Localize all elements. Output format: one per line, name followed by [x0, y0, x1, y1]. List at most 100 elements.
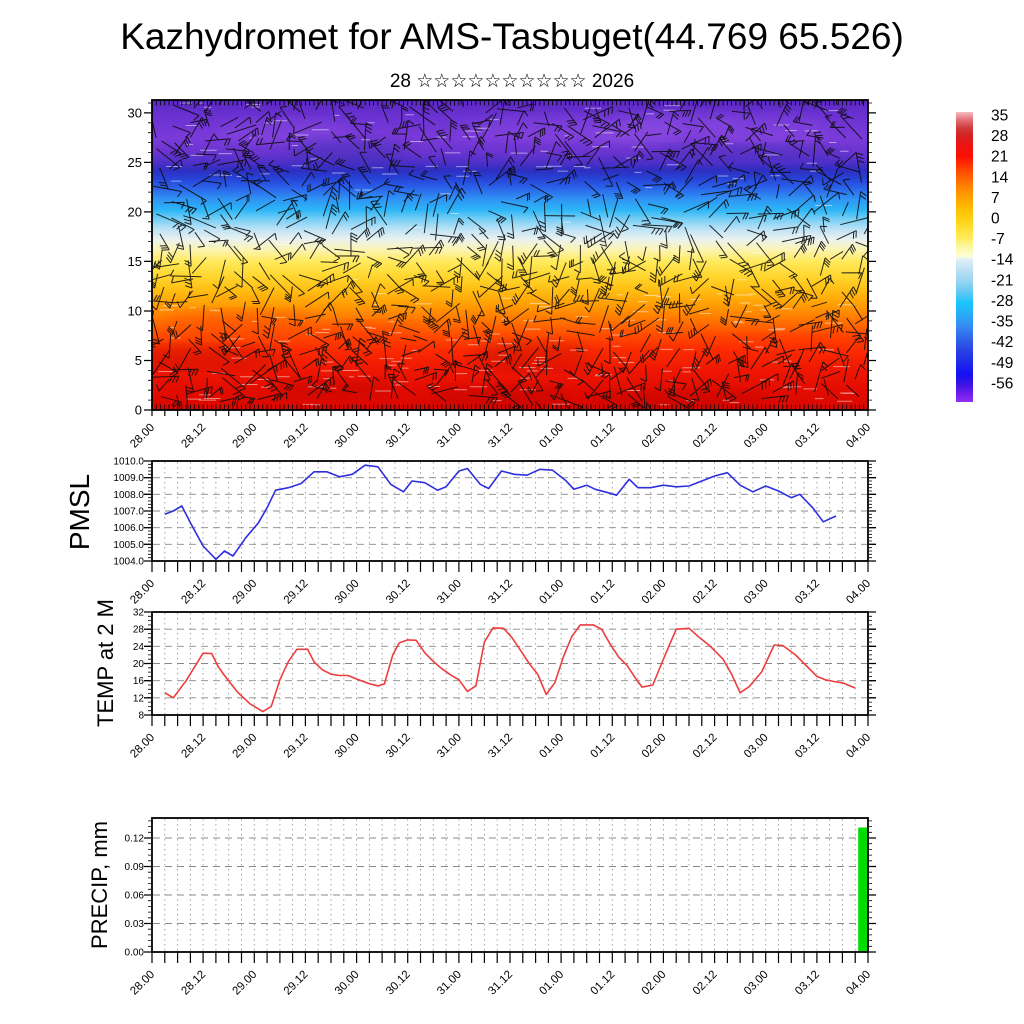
y-tick-label: 12: [133, 693, 145, 704]
plot-border: [151, 460, 869, 562]
colorbar-label: 35: [991, 107, 1008, 124]
y-tick-label: 0.06: [125, 891, 145, 902]
y-tick-label: 1008.0: [113, 490, 144, 501]
time-tick-label: 01.00: [537, 732, 566, 761]
precip-bar: [858, 827, 868, 952]
pmsl-panel: 1004.0 1005.0 1006.0 1007.0 1008.0 1009.0 1010…: [113, 457, 876, 607]
colorbar-label: -35: [991, 314, 1013, 331]
time-tick-label: 03.00: [742, 578, 771, 607]
y-tick-label: 20: [133, 659, 145, 670]
time-tick-label: 28.12: [179, 422, 208, 451]
wind-barbs: [152, 100, 868, 410]
y-tick-label: 32: [133, 608, 145, 619]
colorbar: 35 28 21 14 7 0 -7 -14 -21 -28 -35 -42 -49 -56: [956, 107, 1014, 402]
colorbar-label: 21: [991, 149, 1008, 166]
time-axis-ticks: [151, 561, 869, 572]
y-tick-label: 24: [133, 642, 145, 653]
time-tick-labels: 28.00 28.12 29.00 29.12 30.00 30.12 31.00 31.12…: [128, 732, 873, 761]
time-tick-label: 28.00: [128, 969, 157, 998]
time-tick-label: 01.12: [589, 969, 618, 998]
time-tick-label: 29.00: [231, 969, 260, 998]
colorbar-label: 0: [991, 211, 1000, 228]
time-tick-label: 03.00: [742, 732, 771, 761]
y-tick-label: 5: [135, 353, 142, 368]
y-tick-label: 15: [128, 254, 142, 269]
colorbar-gradient: [956, 112, 973, 402]
time-tick-label: 01.12: [589, 422, 618, 451]
time-tick-label: 03.00: [742, 422, 771, 451]
time-tick-label: 28.12: [179, 969, 208, 998]
y-tick-label: 28: [133, 625, 145, 636]
time-tick-label: 29.00: [231, 732, 260, 761]
colorbar-label: -49: [991, 355, 1013, 372]
colorbar-label: -21: [991, 272, 1013, 289]
pmsl-axis-title: PMSL: [64, 473, 95, 551]
time-tick-label: 28.12: [179, 578, 208, 607]
vertical-gridlines: [164, 613, 856, 714]
precip-panel: 0.00 0.03 0.06 0.09 0.12 28.00 28.12 29.00 29.12…: [125, 817, 876, 998]
time-tick-label: 31.12: [486, 732, 515, 761]
time-tick-label: 30.00: [333, 732, 362, 761]
time-tick-label: 28.00: [128, 732, 157, 761]
y-minor-ticks: [148, 820, 872, 953]
y-tick-label: 0: [135, 403, 142, 418]
time-tick-label: 31.12: [486, 422, 515, 451]
colorbar-label: -56: [991, 375, 1013, 392]
time-tick-label: 03.00: [742, 969, 771, 998]
time-tick-labels: 28.00 28.12 29.00 29.12 30.00 30.12 31.00 31.12…: [128, 422, 873, 451]
contour-highlights: [158, 102, 855, 406]
colorbar-label: -14: [991, 252, 1014, 269]
time-tick-labels: 28.00 28.12 29.00 29.12 30.00 30.12 31.00 31.12…: [128, 578, 873, 607]
time-tick-label: 02.12: [691, 578, 720, 607]
y-tick-label: 30: [128, 105, 142, 120]
y-tick-label: 1006.0: [113, 523, 144, 534]
y-tick-label: 8: [138, 711, 144, 722]
colorbar-label: -28: [991, 293, 1013, 310]
temp2m-series-line: [164, 624, 856, 713]
time-tick-label: 03.12: [793, 422, 822, 451]
y-tick-label: 1007.0: [113, 507, 144, 518]
time-tick-label: 31.12: [486, 969, 515, 998]
time-tick-label: 29.12: [282, 422, 311, 451]
y-tick-label: 16: [133, 676, 145, 687]
time-axis-ticks: [151, 952, 869, 963]
time-tick-label: 29.00: [231, 578, 260, 607]
time-tick-label: 04.00: [844, 578, 873, 607]
colorbar-label: -7: [991, 231, 1005, 248]
time-tick-label: 01.00: [537, 969, 566, 998]
y-tick-label: 0.09: [125, 862, 145, 873]
time-tick-label: 29.12: [282, 969, 311, 998]
time-tick-label: 29.00: [231, 422, 260, 451]
time-tick-label: 02.12: [691, 969, 720, 998]
y-major-ticks: [144, 112, 876, 411]
colorbar-label: 28: [991, 128, 1008, 145]
time-tick-label: 02.00: [640, 422, 669, 451]
time-tick-label: 30.00: [333, 578, 362, 607]
y-major-ticks: [144, 611, 876, 716]
time-tick-label: 31.12: [486, 578, 515, 607]
time-tick-label: 28.00: [128, 578, 157, 607]
horizontal-gridlines: [153, 837, 867, 924]
time-tick-label: 31.00: [435, 732, 464, 761]
vertical-gridlines: [164, 462, 856, 560]
y-tick-label: 1009.0: [113, 473, 144, 484]
y-major-ticks: [144, 460, 876, 562]
time-tick-label: 28.12: [179, 732, 208, 761]
cross-section-panel: 0 5 10 15 20 25 30 28.00 28.12 29.00 29.12 30.00 30.…: [128, 99, 876, 451]
page-subtitle: 28 ☆☆☆☆☆☆☆☆☆☆ 2026: [389, 71, 635, 92]
time-tick-label: 01.12: [589, 732, 618, 761]
time-tick-label: 30.12: [384, 732, 413, 761]
time-tick-label: 03.12: [793, 969, 822, 998]
time-tick-label: 30.00: [333, 422, 362, 451]
time-tick-label: 04.00: [844, 969, 873, 998]
y-tick-label: 0.12: [125, 834, 145, 845]
time-tick-label: 02.00: [640, 578, 669, 607]
y-major-ticks: [144, 837, 876, 953]
time-tick-label: 04.00: [844, 732, 873, 761]
time-tick-labels: 28.00 28.12 29.00 29.12 30.00 30.12 31.00 31.12…: [128, 969, 873, 998]
y-tick-label: 10: [128, 304, 142, 319]
y-tick-label: 25: [128, 155, 142, 170]
time-tick-label: 31.00: [435, 422, 464, 451]
